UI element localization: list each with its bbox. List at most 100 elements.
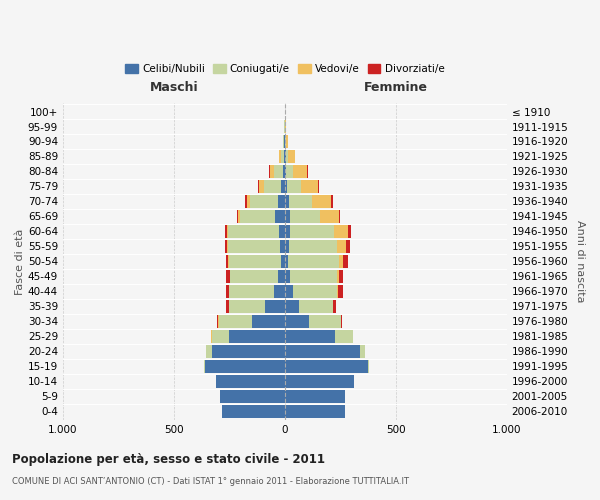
Bar xyxy=(251,314,285,328)
Bar xyxy=(229,300,265,313)
Bar xyxy=(340,254,343,268)
Bar xyxy=(281,254,285,268)
Bar xyxy=(204,360,205,373)
Bar xyxy=(285,165,286,178)
Bar xyxy=(286,150,287,163)
Bar xyxy=(241,210,275,223)
Y-axis label: Anni di nascita: Anni di nascita xyxy=(575,220,585,302)
Bar xyxy=(221,404,285,417)
Bar xyxy=(228,225,278,238)
Bar xyxy=(247,195,250,208)
Bar xyxy=(341,314,342,328)
Bar xyxy=(286,135,288,148)
Bar xyxy=(320,210,339,223)
Bar xyxy=(285,180,287,193)
Bar xyxy=(309,314,341,328)
Bar xyxy=(285,254,288,268)
Bar xyxy=(245,195,247,208)
Bar xyxy=(339,270,343,283)
Bar xyxy=(285,284,293,298)
Bar xyxy=(299,300,333,313)
Bar xyxy=(217,314,218,328)
Bar xyxy=(226,300,229,313)
Bar xyxy=(285,210,290,223)
Bar xyxy=(279,150,281,163)
Bar xyxy=(333,300,335,313)
Bar xyxy=(216,374,285,388)
Bar xyxy=(259,180,264,193)
Bar xyxy=(290,225,334,238)
Bar xyxy=(212,344,285,358)
Bar xyxy=(335,330,353,343)
Bar xyxy=(227,240,280,253)
Bar xyxy=(226,270,230,283)
Bar xyxy=(360,344,365,358)
Bar xyxy=(270,165,274,178)
Bar xyxy=(348,225,351,238)
Bar xyxy=(288,254,340,268)
Bar xyxy=(230,270,278,283)
Bar xyxy=(287,150,295,163)
Text: Popolazione per età, sesso e stato civile - 2011: Popolazione per età, sesso e stato civil… xyxy=(12,452,325,466)
Bar xyxy=(286,165,293,178)
Bar xyxy=(205,360,285,373)
Bar xyxy=(285,330,335,343)
Bar xyxy=(368,360,369,373)
Bar xyxy=(318,180,319,193)
Bar xyxy=(206,344,212,358)
Bar xyxy=(331,195,333,208)
Bar xyxy=(338,284,343,298)
Bar xyxy=(283,165,285,178)
Bar xyxy=(285,270,290,283)
Bar xyxy=(337,240,346,253)
Bar xyxy=(346,240,350,253)
Bar xyxy=(285,225,290,238)
Bar xyxy=(285,404,345,417)
Bar xyxy=(238,210,241,223)
Text: Maschi: Maschi xyxy=(149,82,198,94)
Bar xyxy=(285,300,299,313)
Bar xyxy=(226,284,229,298)
Bar xyxy=(227,225,228,238)
Bar xyxy=(284,150,285,163)
Bar xyxy=(285,314,309,328)
Bar xyxy=(229,284,274,298)
Bar xyxy=(285,135,286,148)
Text: Femmine: Femmine xyxy=(364,82,428,94)
Bar xyxy=(275,210,285,223)
Bar xyxy=(212,330,229,343)
Bar xyxy=(274,165,283,178)
Bar xyxy=(226,254,228,268)
Bar xyxy=(283,135,284,148)
Bar xyxy=(285,360,368,373)
Bar xyxy=(293,284,337,298)
Bar xyxy=(343,254,347,268)
Bar xyxy=(218,314,251,328)
Bar xyxy=(290,210,320,223)
Bar xyxy=(293,165,307,178)
Bar xyxy=(264,180,281,193)
Bar xyxy=(281,150,284,163)
Bar xyxy=(229,330,285,343)
Bar xyxy=(236,210,238,223)
Bar xyxy=(229,254,281,268)
Bar xyxy=(311,195,331,208)
Bar xyxy=(285,374,353,388)
Bar xyxy=(339,210,340,223)
Bar xyxy=(250,195,278,208)
Bar xyxy=(220,390,285,403)
Bar xyxy=(224,240,227,253)
Bar xyxy=(285,390,345,403)
Bar xyxy=(278,225,285,238)
Bar xyxy=(289,240,337,253)
Bar xyxy=(289,195,311,208)
Bar xyxy=(334,225,348,238)
Bar xyxy=(285,240,289,253)
Bar xyxy=(278,270,285,283)
Bar xyxy=(285,150,286,163)
Bar xyxy=(285,195,289,208)
Bar xyxy=(225,225,227,238)
Bar xyxy=(278,195,285,208)
Bar xyxy=(290,270,337,283)
Bar xyxy=(337,284,338,298)
